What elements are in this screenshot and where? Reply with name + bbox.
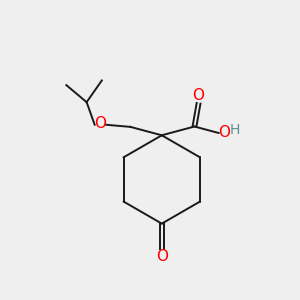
Text: O: O: [218, 124, 230, 140]
Text: O: O: [156, 249, 168, 264]
Text: O: O: [193, 88, 205, 104]
Text: H: H: [230, 123, 240, 137]
Text: O: O: [94, 116, 106, 131]
